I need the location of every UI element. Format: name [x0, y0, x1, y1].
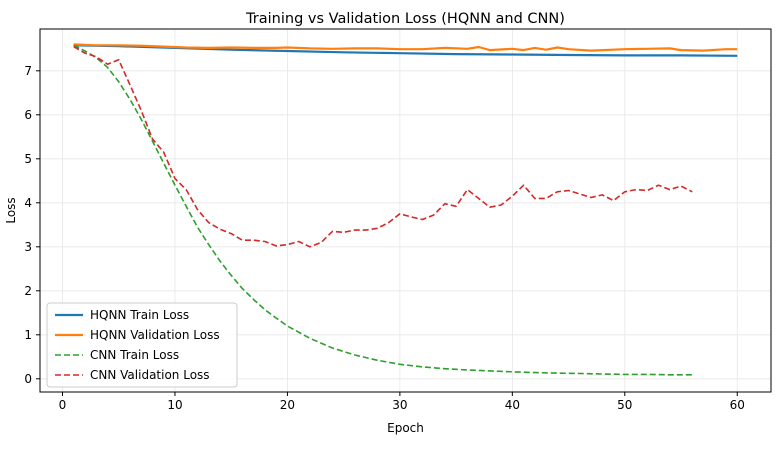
legend-label: CNN Validation Loss	[90, 368, 210, 382]
y-axis-label: Loss	[4, 197, 18, 223]
y-tick-label: 1	[24, 328, 32, 342]
legend-label: HQNN Validation Loss	[90, 328, 220, 342]
x-axis-label: Epoch	[387, 421, 424, 435]
legend-box	[46, 302, 238, 388]
chart-title: Training vs Validation Loss (HQNN and CN…	[245, 11, 565, 27]
y-tick-label: 3	[24, 240, 32, 254]
x-tick-label: 10	[167, 398, 182, 412]
tick-group: 0 10 20 30 40 50 60 0 1 2 3 4 5 6 7	[24, 64, 745, 412]
series-line-cnn-validation-loss	[73, 45, 693, 248]
legend: HQNN Train Loss HQNN Validation Loss CNN T…	[46, 302, 238, 388]
series-group	[73, 43, 738, 376]
x-tick-label: 0	[59, 398, 67, 412]
x-tick-label: 40	[505, 398, 520, 412]
x-tick-label: 20	[280, 398, 295, 412]
y-tick-label: 2	[24, 284, 32, 298]
x-tick-label: 60	[730, 398, 745, 412]
legend-label: CNN Train Loss	[90, 348, 179, 362]
y-tick-label: 4	[24, 196, 32, 210]
x-tick-label: 50	[617, 398, 632, 412]
y-tick-label: 5	[24, 152, 32, 166]
y-tick-label: 7	[24, 64, 32, 78]
series-line-hqnn-validation-loss	[73, 43, 738, 52]
legend-label: HQNN Train Loss	[90, 308, 189, 322]
series-line-cnn-train-loss	[73, 44, 693, 376]
y-tick-label: 6	[24, 108, 32, 122]
plot-frame	[39, 28, 772, 393]
y-tick-label: 0	[24, 372, 32, 386]
x-tick-label: 30	[392, 398, 407, 412]
